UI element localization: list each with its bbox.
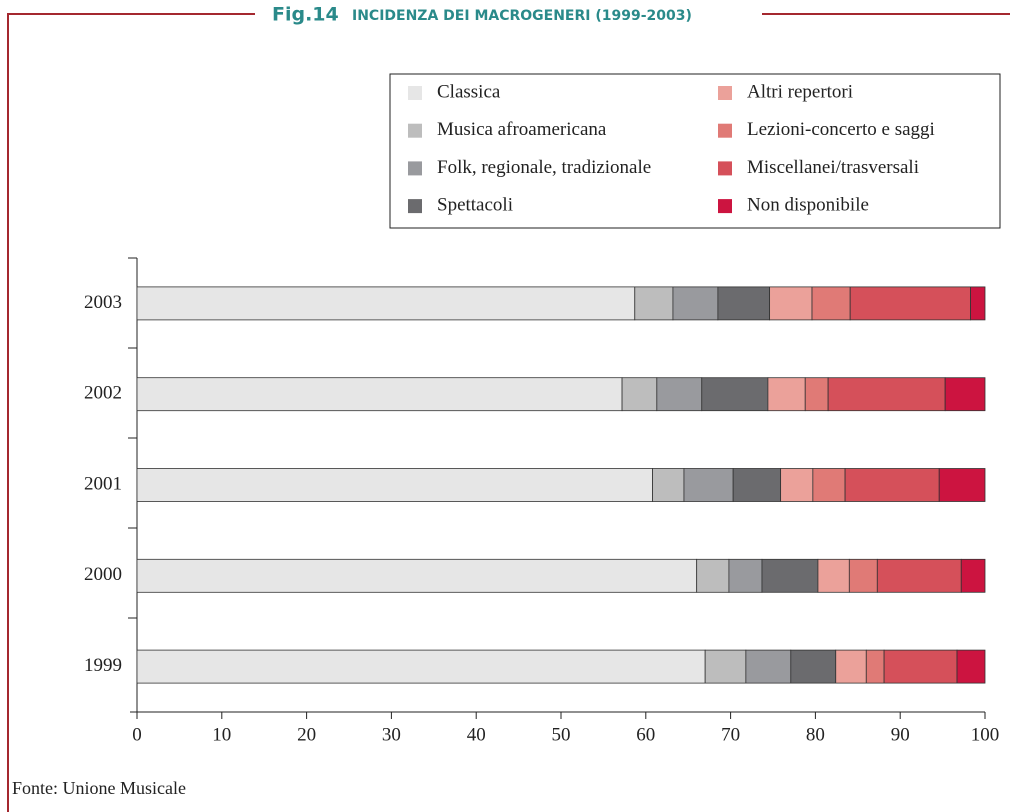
legend-label: Lezioni-concerto e saggi bbox=[747, 119, 935, 140]
bar-segment bbox=[634, 286, 674, 321]
bar-segment bbox=[883, 649, 958, 684]
x-tick-label: 90 bbox=[891, 724, 910, 745]
legend-swatch bbox=[408, 199, 422, 214]
bar-segment bbox=[876, 558, 962, 593]
bar-segment bbox=[817, 558, 850, 593]
bar-segment bbox=[136, 649, 706, 684]
legend-label: Folk, regionale, tradizionale bbox=[437, 157, 651, 178]
bar-segment bbox=[704, 649, 747, 684]
bar-segment bbox=[944, 377, 986, 412]
legend-swatch bbox=[408, 161, 422, 176]
x-tick-label: 80 bbox=[806, 724, 825, 745]
bar-segment bbox=[656, 377, 703, 412]
bar-segment bbox=[790, 649, 837, 684]
bar-segment bbox=[767, 377, 806, 412]
x-tick-label: 60 bbox=[636, 724, 655, 745]
y-tick-label: 2002 bbox=[84, 383, 122, 404]
legend-swatch bbox=[408, 123, 422, 138]
legend-label: Spettacoli bbox=[437, 194, 513, 215]
bar-segment bbox=[683, 468, 734, 502]
bar-segment bbox=[804, 377, 829, 412]
bar-segment bbox=[780, 468, 814, 502]
bar-segment bbox=[136, 558, 698, 593]
bar-segment bbox=[769, 286, 813, 321]
legend-swatch bbox=[718, 123, 732, 138]
legend-swatch bbox=[718, 86, 732, 100]
bar-segment bbox=[812, 468, 846, 502]
x-tick-label: 30 bbox=[382, 724, 401, 745]
x-tick-label: 70 bbox=[721, 724, 740, 745]
bar-segment bbox=[136, 286, 636, 321]
bar-segment bbox=[672, 286, 719, 321]
bar-segment bbox=[136, 468, 653, 502]
bar-segment bbox=[811, 286, 851, 321]
bar-segment bbox=[732, 468, 782, 502]
bar-segment bbox=[696, 558, 730, 593]
bar-segment bbox=[827, 377, 946, 412]
figure-label: Fig.14 bbox=[272, 4, 339, 26]
bar-segment bbox=[652, 468, 685, 502]
bar-segment bbox=[136, 377, 623, 412]
bar-segment bbox=[848, 558, 878, 593]
bar-segment bbox=[761, 558, 819, 593]
bar-segment bbox=[865, 649, 885, 684]
legend-label: Classica bbox=[437, 81, 501, 102]
bar-segment bbox=[621, 377, 658, 412]
x-tick-label: 20 bbox=[297, 724, 316, 745]
x-tick-label: 40 bbox=[467, 724, 486, 745]
bar-segment bbox=[844, 468, 940, 502]
legend-label: Altri repertori bbox=[747, 81, 853, 102]
bar-segment bbox=[717, 286, 771, 321]
y-tick-label: 2003 bbox=[84, 292, 122, 313]
chart-title: INCIDENZA DEI MACROGENERI (1999-2003) bbox=[352, 8, 692, 24]
x-tick-label: 10 bbox=[212, 724, 231, 745]
bar-segment bbox=[956, 649, 986, 684]
legend-label: Musica afroamericana bbox=[437, 119, 607, 140]
bar-segment bbox=[701, 377, 769, 412]
legend-swatch bbox=[718, 199, 732, 214]
legend-box bbox=[389, 73, 1001, 229]
x-tick-label: 50 bbox=[552, 724, 571, 745]
x-tick-label: 100 bbox=[971, 724, 1000, 745]
bar-segment bbox=[849, 286, 971, 321]
legend-label: Non disponibile bbox=[747, 194, 869, 215]
y-tick-label: 2001 bbox=[84, 473, 122, 494]
legend-label: Miscellanei/trasversali bbox=[747, 157, 919, 178]
bar-segment bbox=[728, 558, 763, 593]
y-tick-label: 2000 bbox=[84, 564, 122, 585]
legend-swatch bbox=[718, 161, 732, 176]
bar-segment bbox=[970, 286, 986, 321]
bar-segment bbox=[745, 649, 792, 684]
source: Fonte: Unione Musicale bbox=[12, 778, 186, 798]
bar-segment bbox=[960, 558, 986, 593]
y-tick-label: 1999 bbox=[84, 655, 122, 676]
bar-segment bbox=[938, 468, 986, 502]
legend-swatch bbox=[408, 86, 422, 100]
x-tick-label: 0 bbox=[132, 724, 142, 745]
bar-segment bbox=[835, 649, 867, 684]
